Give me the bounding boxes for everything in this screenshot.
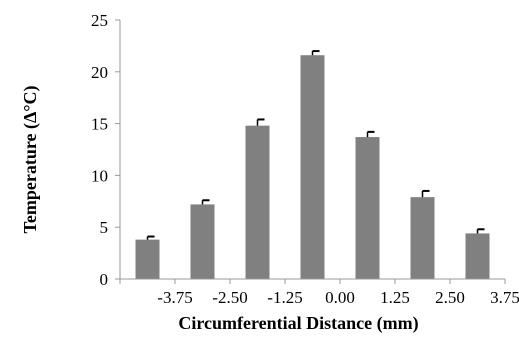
y-tick-label: 10: [91, 166, 108, 185]
error-bar: [256, 118, 265, 126]
bar: [245, 125, 270, 279]
error-bar: [421, 189, 430, 198]
error-bar: [201, 199, 210, 205]
x-tick-label: 0.00: [325, 288, 355, 307]
y-tick-label: 25: [91, 11, 108, 30]
x-tick-label: -1.25: [267, 288, 302, 307]
x-tick-label: -2.50: [212, 288, 247, 307]
error-bar: [146, 235, 155, 240]
bars: [135, 55, 490, 279]
error-bar: [476, 228, 485, 234]
error-bar: [311, 50, 320, 56]
y-tick-label: 15: [91, 115, 108, 134]
x-tick-label: -3.75: [157, 288, 192, 307]
bar: [355, 137, 380, 279]
x-tick-label: 1.25: [380, 288, 410, 307]
bar: [190, 204, 215, 279]
bar: [300, 55, 325, 279]
y-tick-label: 20: [91, 63, 108, 82]
bar: [465, 233, 490, 279]
error-bars: [146, 50, 485, 240]
y-axis-title: Temperature (Δ°C): [20, 86, 41, 234]
bar: [135, 239, 160, 279]
x-tick-label: 2.50: [435, 288, 465, 307]
x-axis-ticks: -3.75 -2.50 -1.25 0.00 1.25 2.50 3.75: [119, 279, 519, 307]
y-tick-label: 0: [100, 270, 109, 289]
bar: [410, 197, 435, 279]
y-tick-label: 5: [100, 218, 109, 237]
x-axis-title: Circumferential Distance (mm): [178, 313, 418, 334]
x-tick-label: 3.75: [490, 288, 519, 307]
y-axis-ticks: 0 5 10 15 20 25: [91, 11, 120, 289]
error-bar: [366, 130, 375, 138]
